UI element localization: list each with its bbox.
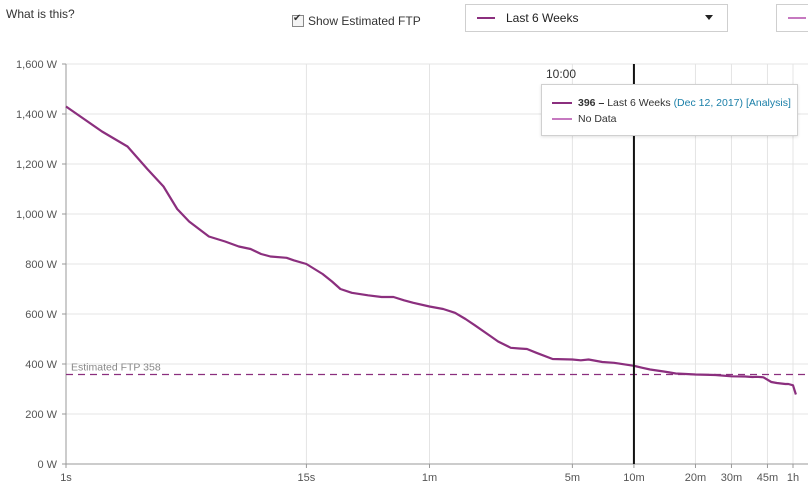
tooltip-analysis-link[interactable]: [Analysis] — [745, 97, 791, 109]
show-estimated-ftp-toggle[interactable]: Show Estimated FTP — [292, 13, 421, 28]
y-tick-label: 1,200 W — [16, 159, 58, 171]
x-tick-label: 1s — [60, 472, 72, 484]
x-tick-label: 10m — [623, 472, 644, 484]
tooltip-row-secondary: No Data — [552, 113, 617, 125]
chevron-down-icon — [705, 15, 713, 20]
y-tick-label: 800 W — [25, 259, 57, 271]
show-ftp-label: Show Estimated FTP — [308, 14, 421, 28]
y-tick-label: 200 W — [25, 409, 57, 421]
cursor-time-label: 10:00 — [546, 67, 577, 81]
x-tick-label: 1h — [787, 472, 799, 484]
y-tick-label: 1,000 W — [16, 209, 58, 221]
x-tick-label: 1m — [422, 472, 437, 484]
range-line-swatch — [477, 17, 495, 19]
tooltip-value: 396 — [578, 97, 596, 109]
y-tick-label: 0 W — [37, 459, 57, 471]
power-curve-line — [65, 105, 797, 395]
tooltip-row-primary: 396 – Last 6 Weeks (Dec 12, 2017) [Analy… — [552, 97, 791, 109]
y-tick-label: 1,400 W — [16, 109, 58, 121]
tooltip-series-name: Last 6 Weeks — [607, 97, 671, 109]
tooltip-swatch-primary — [552, 102, 572, 104]
y-tick-label: 1,600 W — [16, 59, 58, 71]
x-tick-label: 5m — [565, 472, 580, 484]
ftp-checkbox[interactable] — [292, 13, 304, 27]
tooltip-no-data: No Data — [578, 113, 617, 125]
comparison-line-swatch — [788, 17, 806, 19]
x-tick-label: 15s — [298, 472, 316, 484]
y-tick-label: 400 W — [25, 359, 57, 371]
range-dropdown-value: Last 6 Weeks — [506, 11, 579, 25]
y-tick-label: 600 W — [25, 309, 57, 321]
tooltip-date-link[interactable]: (Dec 12, 2017) — [673, 97, 744, 109]
what-is-this-link[interactable]: What is this? — [6, 7, 75, 21]
x-tick-label: 45m — [757, 472, 778, 484]
tooltip-dash: – — [595, 97, 608, 109]
x-tick-label: 20m — [685, 472, 706, 484]
comparison-range-dropdown[interactable] — [776, 4, 808, 32]
tooltip-swatch-secondary — [552, 118, 572, 120]
range-dropdown[interactable]: Last 6 Weeks — [465, 4, 728, 32]
chart-tooltip: 396 – Last 6 Weeks (Dec 12, 2017) [Analy… — [541, 84, 798, 136]
estimated-ftp-label: Estimated FTP 358 — [71, 362, 161, 374]
x-tick-label: 30m — [721, 472, 742, 484]
